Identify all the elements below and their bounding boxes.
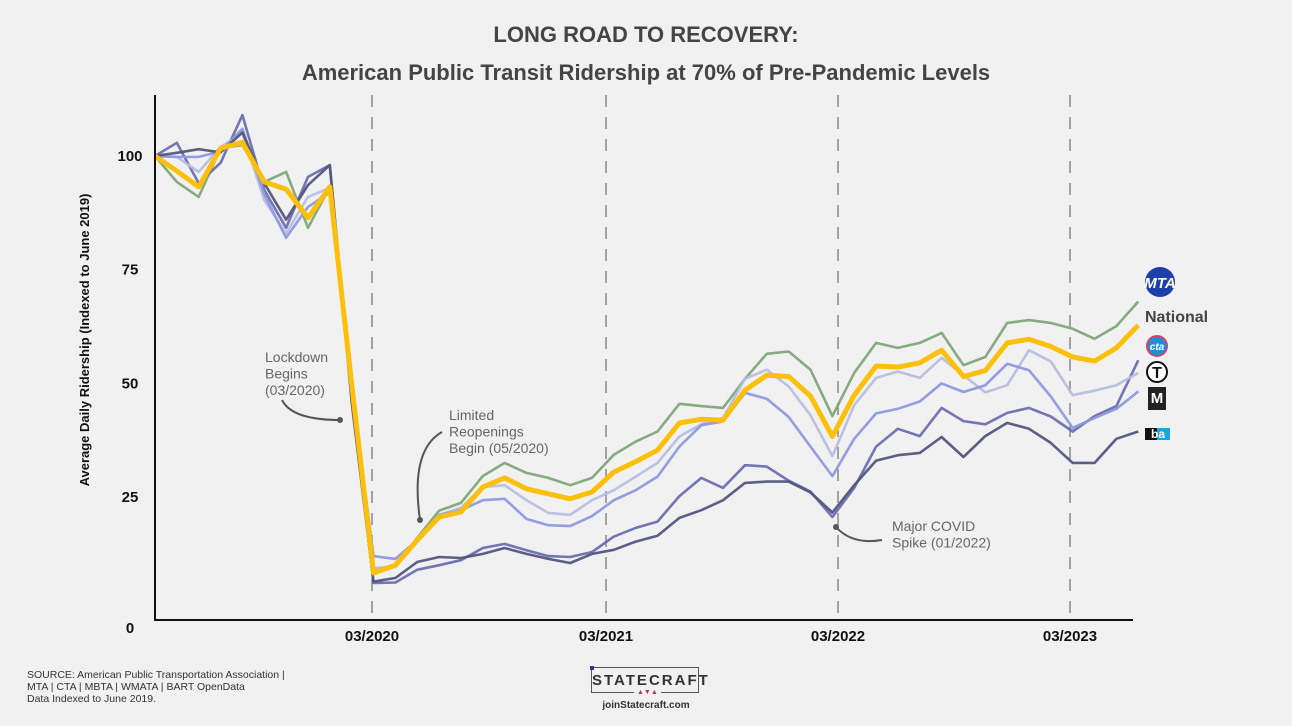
mbta-logo-text: T: [1152, 365, 1162, 382]
annotation-text: Begins: [265, 366, 308, 382]
x-tick-label: 03/2021: [579, 628, 633, 645]
series-line-cta: [154, 113, 1140, 585]
series-line-bart: [154, 131, 1139, 583]
bart-logo-icon: [1145, 428, 1157, 440]
brand-name: STATECRAFT: [592, 672, 710, 689]
y-axis-label: Average Daily Ridership (Indexed to June…: [77, 194, 92, 487]
site-link: joinStatecraft.com: [602, 700, 690, 711]
annotation-text: Begin (05/2020): [449, 440, 549, 456]
x-tick-label: 03/2022: [811, 628, 865, 645]
bart-logo-icon-blue: [1157, 428, 1170, 440]
annotation-text: Lockdown: [265, 349, 328, 365]
annotation-text: (03/2020): [265, 382, 325, 398]
annotation-arrow: [835, 526, 883, 543]
mta-logo-icon: [1145, 267, 1175, 297]
source-line: SOURCE: American Public Transportation A…: [27, 669, 285, 681]
wmata-logo-icon: [1148, 387, 1166, 410]
source-note: SOURCE: American Public Transportation A…: [27, 669, 285, 705]
y-tick-label: 50: [122, 375, 139, 392]
cta-logo-text: cta: [1150, 342, 1165, 353]
arrow-head-icon: [337, 417, 343, 423]
series-line-mbta: [154, 132, 1139, 570]
wmata-logo-text: M: [1151, 390, 1164, 407]
annotation-text: Major COVID: [892, 518, 975, 534]
x-tick-label: 03/2020: [345, 628, 399, 645]
source-line: MTA | CTA | MBTA | WMATA | BART OpenData: [27, 681, 245, 693]
source-line: Data Indexed to June 2019.: [27, 693, 157, 705]
mbta-logo-icon: [1146, 361, 1168, 383]
mta-logo-text: MTA: [1144, 275, 1175, 292]
annotation-arrow: [416, 431, 443, 521]
series-line-national: [153, 139, 1141, 576]
annotation-arrow: [281, 399, 341, 421]
annotation-text: Spike (01/2022): [892, 535, 991, 551]
annotation-text: Limited: [449, 407, 494, 423]
x-tick-label: 03/2023: [1043, 628, 1097, 645]
y-tick-label: 25: [122, 489, 139, 506]
arrow-head-icon: [833, 524, 839, 530]
arrow-head-icon: [417, 517, 423, 523]
legend-national-label: National: [1145, 309, 1209, 326]
series-line-mta: [154, 143, 1140, 572]
y-tick-label: 75: [122, 262, 139, 279]
chart-subtitle: American Public Transit Ridership at 70%…: [301, 60, 991, 85]
brand-marks: ▲▼▲: [634, 689, 661, 696]
y-tick-label: 0: [126, 620, 134, 637]
annotation-text: Reopenings: [449, 424, 524, 440]
y-tick-label: 100: [117, 148, 142, 165]
bart-logo-text: ba: [1151, 427, 1165, 441]
cta-logo-icon: [1146, 335, 1168, 357]
chart-title: LONG ROAD TO RECOVERY:: [493, 22, 799, 47]
